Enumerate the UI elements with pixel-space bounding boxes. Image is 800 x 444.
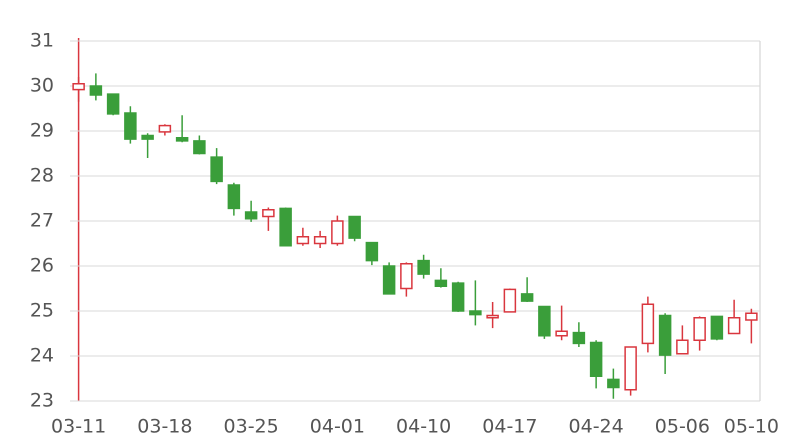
candle-body <box>538 305 551 337</box>
x-tick-label: 05-10 <box>724 416 779 438</box>
candle-body <box>641 303 655 345</box>
y-tick-label: 31 <box>30 30 54 52</box>
y-tick-label: 26 <box>30 255 54 277</box>
candle-body <box>210 156 223 183</box>
candle-body <box>417 259 430 275</box>
candle-body <box>658 314 672 356</box>
candle-body <box>89 85 103 96</box>
candle-body <box>382 265 396 295</box>
candle-body <box>262 209 275 218</box>
candle-body <box>175 137 189 142</box>
candle-body <box>124 112 137 140</box>
x-tick-label: 04-17 <box>482 416 537 438</box>
y-tick-label: 24 <box>30 345 54 367</box>
candle-body <box>400 263 413 290</box>
y-tick-label: 23 <box>30 390 54 412</box>
candle-body <box>624 346 637 391</box>
candle-body <box>503 288 517 313</box>
candle-body <box>72 83 85 91</box>
candle-body <box>710 315 724 340</box>
candle-body <box>365 241 379 262</box>
candle-body <box>607 378 620 389</box>
candle-body <box>486 314 499 319</box>
candle-body <box>296 236 310 245</box>
candle-body <box>520 293 534 302</box>
candle-body <box>676 339 689 355</box>
x-tick-label: 03-18 <box>137 416 192 438</box>
candle-body <box>469 310 482 316</box>
candle-body <box>106 93 120 115</box>
candle-body <box>348 215 361 239</box>
candle-body <box>555 330 568 337</box>
candle-body <box>313 236 327 245</box>
candle-body <box>693 317 706 341</box>
candle-body <box>227 184 241 210</box>
candle-body <box>193 140 206 155</box>
candle-body <box>434 279 448 287</box>
candle-body <box>244 211 258 220</box>
candle-body <box>727 317 741 335</box>
candle-body <box>745 312 758 321</box>
y-tick-label: 28 <box>30 165 54 187</box>
x-tick-label: 04-10 <box>396 416 451 438</box>
y-tick-label: 30 <box>30 75 54 97</box>
candle-body <box>158 124 172 133</box>
x-tick-label: 04-24 <box>569 416 624 438</box>
y-tick-label: 25 <box>30 300 54 322</box>
x-tick-label: 03-25 <box>224 416 279 438</box>
candle-body <box>279 207 292 247</box>
x-tick-label: 03-11 <box>51 416 106 438</box>
candle-body <box>572 331 586 345</box>
x-tick-label: 05-06 <box>655 416 710 438</box>
y-tick-label: 29 <box>30 120 54 142</box>
candle-body <box>451 282 465 312</box>
candle-body <box>331 220 344 245</box>
candle-body <box>141 134 154 140</box>
y-tick-label: 27 <box>30 210 54 232</box>
x-tick-label: 04-01 <box>310 416 365 438</box>
candle-body <box>589 341 603 377</box>
